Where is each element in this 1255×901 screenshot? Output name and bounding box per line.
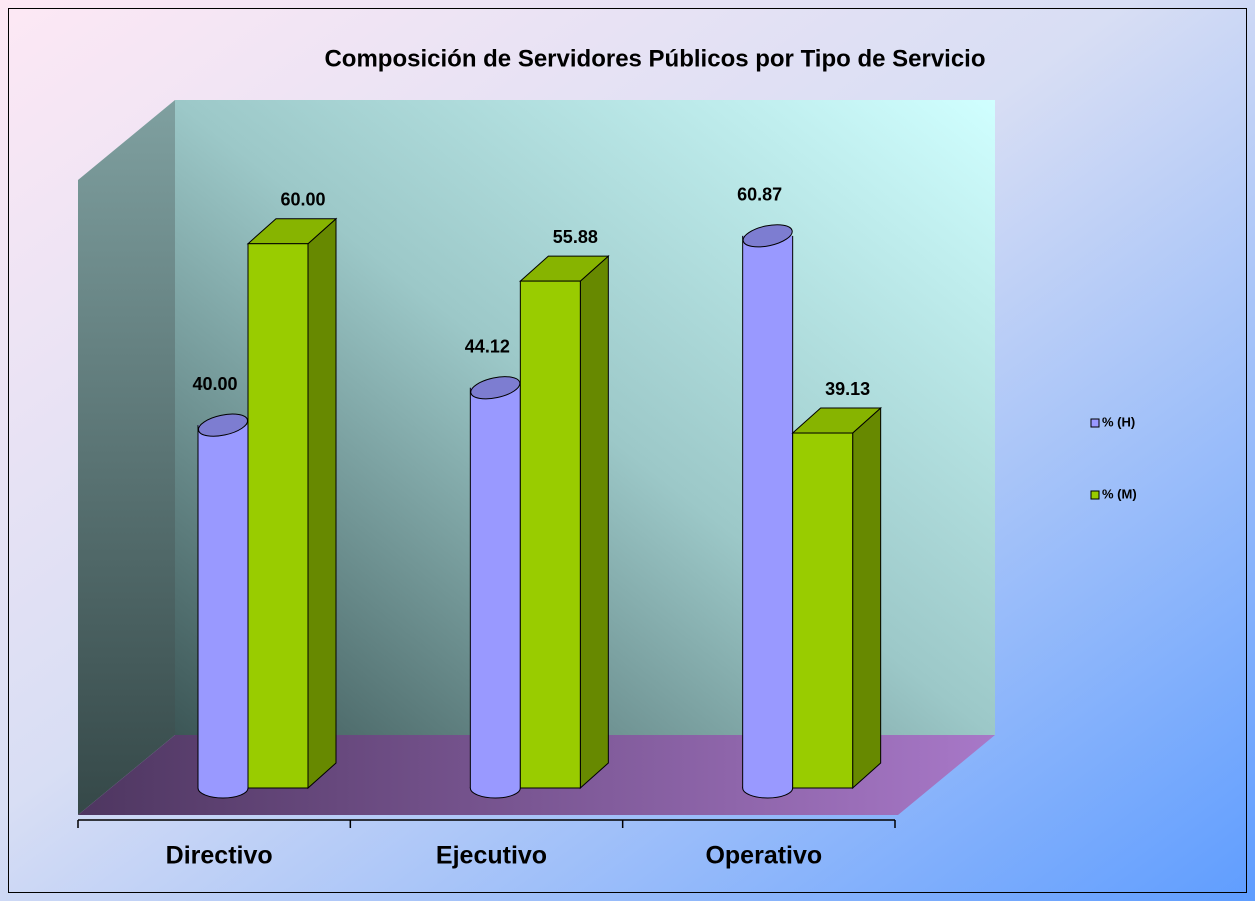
bar bbox=[792, 432, 854, 789]
cylinder-top bbox=[470, 376, 521, 400]
legend-swatch bbox=[1090, 490, 1100, 500]
bar bbox=[742, 235, 793, 788]
chart-title: Composición de Servidores Públicos por T… bbox=[324, 45, 985, 72]
value-label: 55.88 bbox=[553, 227, 598, 247]
bar bbox=[247, 243, 309, 789]
legend-swatch bbox=[1090, 418, 1100, 428]
value-label: 39.13 bbox=[825, 379, 870, 399]
bar bbox=[198, 425, 248, 788]
cylinder-top bbox=[197, 413, 249, 437]
value-label: 60.87 bbox=[737, 185, 782, 205]
bar-side bbox=[307, 217, 337, 790]
bar-side bbox=[579, 254, 609, 790]
bar bbox=[470, 387, 521, 788]
side-wall bbox=[78, 100, 175, 815]
value-label: 44.12 bbox=[465, 337, 510, 357]
bar bbox=[519, 280, 581, 789]
cylinder-top bbox=[742, 224, 793, 248]
x-tick-label: Ejecutivo bbox=[436, 842, 547, 870]
x-tick-label: Directivo bbox=[166, 842, 273, 870]
border bbox=[8, 8, 1247, 893]
legend-label: % (M) bbox=[1102, 486, 1137, 501]
x-tick-label: Operativo bbox=[705, 842, 822, 870]
legend-label: % (H) bbox=[1102, 414, 1135, 429]
value-label: 40.00 bbox=[192, 374, 237, 394]
bar-side bbox=[852, 406, 882, 790]
value-label: 60.00 bbox=[280, 189, 325, 209]
